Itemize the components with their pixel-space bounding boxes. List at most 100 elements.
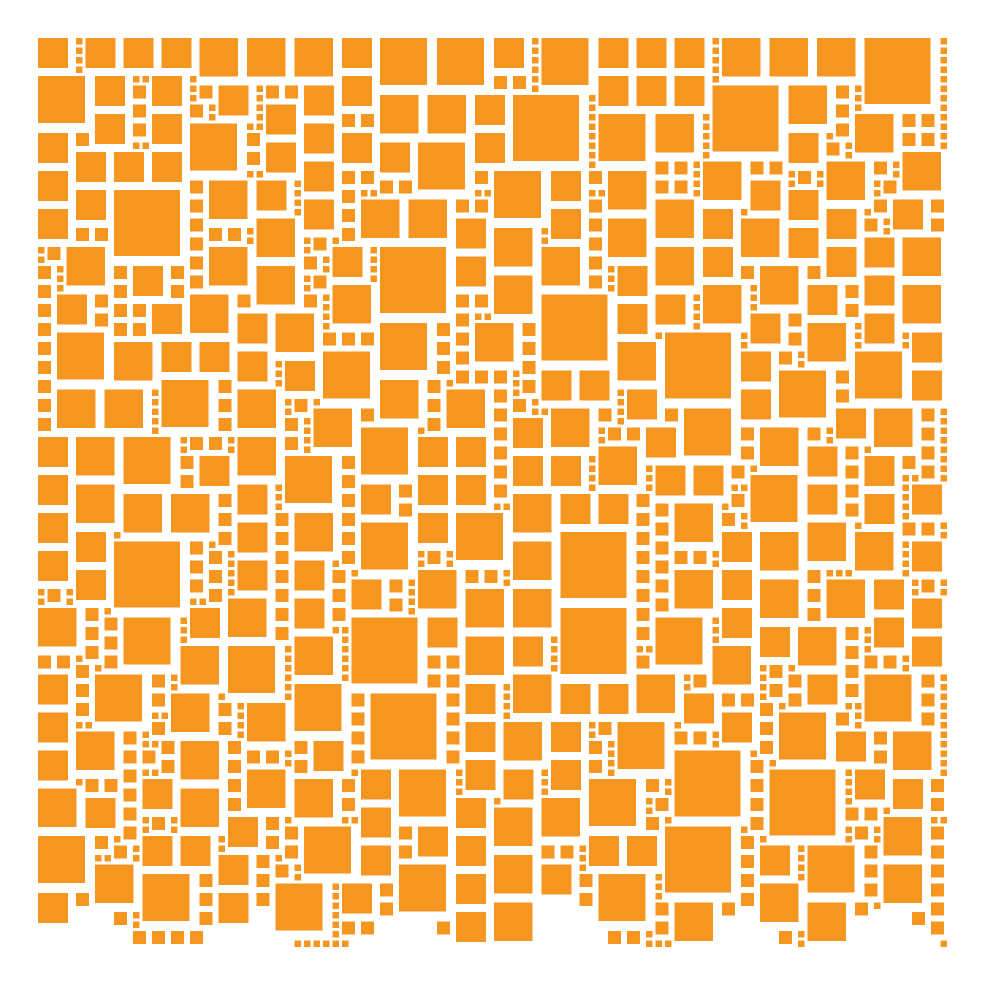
square-tile <box>503 703 510 710</box>
square-tile <box>712 76 719 83</box>
square-tile <box>209 551 222 564</box>
square-tile <box>237 560 268 591</box>
square-tile <box>133 912 140 919</box>
square-tile <box>133 76 140 83</box>
square-tile <box>636 38 667 68</box>
square-tile <box>171 931 184 944</box>
square-tile <box>361 190 368 197</box>
square-tile <box>674 902 713 941</box>
square-tile <box>864 275 895 306</box>
square-tile <box>494 427 507 441</box>
square-tile <box>427 380 441 393</box>
square-tile <box>921 427 935 441</box>
square-tile <box>760 693 767 700</box>
square-tile <box>931 921 944 935</box>
square-tile <box>85 722 92 729</box>
square-tile <box>760 674 767 681</box>
square-tile <box>807 902 846 941</box>
square-tile <box>617 266 648 296</box>
square-tile <box>475 370 488 384</box>
square-tile <box>114 190 180 256</box>
square-tile <box>940 769 947 776</box>
square-tile <box>551 646 558 653</box>
square-tile <box>532 57 539 64</box>
square-tile <box>874 617 904 648</box>
square-tile <box>190 579 203 593</box>
square-tile <box>142 836 173 866</box>
square-tile <box>266 142 296 173</box>
square-tile <box>940 57 947 64</box>
square-tile <box>437 38 484 85</box>
square-tile <box>256 114 263 121</box>
square-tile <box>741 522 748 529</box>
square-tile <box>199 85 213 99</box>
square-tile <box>598 38 629 68</box>
square-tile <box>361 807 391 838</box>
square-tile <box>399 826 412 840</box>
square-tile <box>836 85 849 99</box>
square-tile <box>836 104 849 118</box>
square-tile <box>95 665 102 672</box>
square-tile <box>589 123 596 130</box>
square-tile <box>874 180 881 187</box>
square-tile <box>541 370 572 401</box>
square-tile <box>646 475 653 482</box>
square-tile <box>874 731 887 745</box>
square-tile <box>845 769 852 776</box>
square-tile <box>665 817 672 824</box>
square-tile <box>256 218 295 257</box>
square-tile <box>380 883 393 897</box>
square-tile <box>693 180 700 187</box>
square-tile <box>712 551 719 558</box>
square-tile <box>399 769 446 817</box>
square-tile <box>142 769 149 776</box>
square-tile <box>921 579 935 593</box>
square-tile <box>304 247 311 254</box>
square-tile <box>361 199 400 238</box>
square-tile <box>693 731 707 745</box>
square-tile <box>598 408 612 422</box>
square-tile <box>152 817 165 830</box>
square-tile <box>171 285 184 298</box>
square-tile <box>855 532 894 571</box>
square-tile <box>76 228 89 241</box>
square-tile <box>351 693 365 707</box>
square-tile <box>845 798 852 805</box>
square-tile <box>114 532 121 539</box>
square-tile <box>418 142 465 190</box>
square-tile <box>655 560 669 574</box>
square-tile <box>133 304 146 317</box>
square-tile <box>76 779 83 786</box>
square-tile <box>627 931 640 944</box>
square-tile <box>76 133 89 146</box>
square-tile <box>85 38 116 68</box>
square-tile <box>218 532 232 545</box>
square-tile <box>57 655 70 669</box>
square-tile <box>142 779 173 809</box>
square-tile <box>589 760 602 773</box>
square-tile <box>636 608 650 621</box>
square-tile <box>788 85 827 124</box>
square-tile <box>551 408 590 447</box>
square-tile <box>304 437 311 444</box>
square-tile <box>931 864 944 878</box>
square-tile <box>142 817 149 824</box>
square-tile <box>114 304 127 317</box>
square-tile <box>95 313 108 327</box>
square-tile <box>114 266 127 279</box>
square-tile <box>142 874 190 921</box>
square-tile <box>655 180 669 194</box>
square-tile <box>503 712 510 719</box>
square-tile <box>902 665 909 672</box>
square-tile <box>655 161 669 175</box>
square-tile <box>788 190 819 220</box>
square-tile <box>731 484 738 491</box>
square-tile <box>750 817 764 830</box>
square-tile <box>76 38 83 45</box>
square-tile <box>57 389 96 428</box>
square-tile <box>152 693 165 707</box>
square-tile <box>142 741 149 748</box>
square-tile <box>494 370 507 384</box>
square-tile <box>275 313 314 352</box>
